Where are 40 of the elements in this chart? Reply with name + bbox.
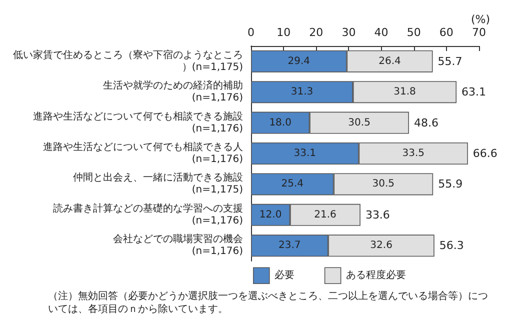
x-tick-label: 20 — [309, 26, 324, 39]
y-tick-label: 生活や就学のための経済的補助 (n=1,176) — [103, 80, 244, 104]
x-tick-label: 30 — [342, 26, 356, 39]
total-label: 56.3 — [439, 239, 464, 252]
x-tick-label: 50 — [406, 26, 421, 39]
y-tick-label: 会社などでの職場実習の機会 (n=1,176) — [113, 233, 244, 258]
data-label: 25.4 — [281, 178, 304, 190]
total-label: 66.6 — [472, 147, 498, 160]
x-tick-label: 40 — [374, 26, 388, 39]
total-label: 55.9 — [438, 178, 463, 191]
data-label: 21.6 — [314, 209, 336, 220]
data-label: 30.5 — [372, 178, 395, 190]
legend-label: ある程度必要 — [346, 269, 406, 282]
y-tick-label: 読み書き計算などの基礎的な学習への支援 (n=1,176) — [53, 202, 244, 226]
text: （注）無効回答（必要かどうか選択肢一つを選ぶべきところ、二つ以上を選んでいる場合等）については、各項目のｎから除いています。 — [48, 290, 488, 315]
x-tick-label: 70 — [472, 26, 486, 39]
total-label: 48.6 — [414, 116, 438, 130]
data-label: 26.4 — [378, 56, 401, 67]
data-label: 33.1 — [294, 148, 316, 159]
total-label: 33.6 — [365, 208, 390, 222]
total-label: 63.1 — [462, 86, 486, 99]
x-tick-label: 60 — [439, 26, 454, 39]
y-tick-label: 進路や生活などについて何でも相談できる人 (n=1,176) — [43, 141, 244, 165]
data-label: 32.6 — [370, 240, 392, 252]
data-label: 30.5 — [348, 117, 370, 128]
y-tick-label: 仲間と出会え、一緒に活動できる施設 (n=1,175) — [73, 172, 244, 196]
x-tick-label: 0 — [248, 26, 254, 39]
data-label: 31.8 — [394, 86, 416, 98]
x-axis-title: (%) — [470, 13, 490, 26]
y-tick-label: 進路や生活などについて何でも相談できる施設 (n=1,176) — [33, 110, 244, 134]
data-label: 18.0 — [269, 117, 292, 128]
x-tick-label: 10 — [276, 26, 291, 39]
total-label: 55.7 — [438, 54, 462, 68]
data-label: 33.5 — [402, 148, 424, 159]
data-label: 12.0 — [259, 209, 282, 220]
y-tick-label: 低い家賃で住めるところ（寮や下宿のようなところ）(n=1,175) — [13, 48, 244, 73]
data-label: 31.3 — [290, 86, 314, 98]
data-label: 23.7 — [278, 240, 301, 252]
data-label: 29.4 — [288, 56, 310, 67]
legend-label: 必要 — [274, 269, 294, 282]
